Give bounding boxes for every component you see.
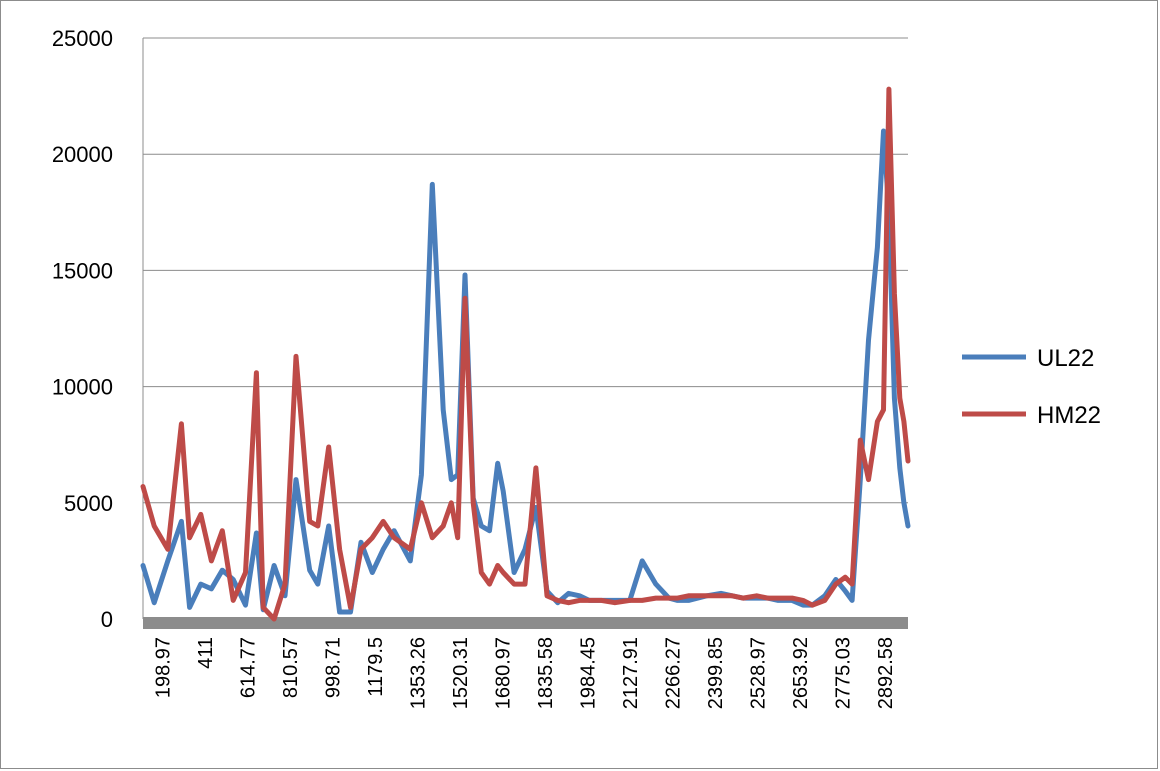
x-tick-label: 2775.03: [832, 637, 854, 709]
x-tick-label: 614.77: [237, 637, 259, 698]
y-tick-label: 20000: [52, 142, 113, 167]
x-tick-label: 1984.45: [577, 637, 599, 709]
x-tick-labels: 198.97 411 614.77 810.57 998.71 1179.5 1353.26…: [152, 637, 897, 709]
x-tick-label: 1520.31: [450, 637, 472, 709]
y-tick-labels: 0 5000 10000 15000 20000 25000: [52, 26, 113, 632]
x-tick-label: 2399.85: [705, 637, 727, 709]
y-tick-label: 5000: [64, 491, 113, 516]
legend-label-hm22: HM22: [1037, 402, 1101, 429]
x-tick-label: 2653.92: [790, 637, 812, 709]
y-tick-label: 25000: [52, 26, 113, 51]
y-tick-label: 0: [101, 607, 113, 632]
y-tick-label: 10000: [52, 375, 113, 400]
x-tick-label: 1680.97: [492, 637, 514, 709]
x-tick-label: 2266.27: [662, 637, 684, 709]
x-tick-label: 1353.26: [407, 637, 429, 709]
x-axis-band: [143, 617, 908, 629]
series-lines: [140, 86, 911, 622]
y-tick-label: 15000: [52, 258, 113, 283]
x-tick-label: 810.57: [280, 637, 302, 698]
legend: UL22 HM22: [962, 345, 1101, 429]
x-axis: [143, 617, 908, 629]
x-tick-label: 2127.91: [620, 637, 642, 709]
series-line-hm22: [140, 86, 911, 622]
legend-label-ul22: UL22: [1037, 345, 1094, 372]
x-tick-label: 2528.97: [747, 637, 769, 709]
grid-lines: [142, 37, 908, 619]
x-tick-label: 411: [195, 637, 217, 669]
series-line-ul22: [140, 128, 911, 615]
x-tick-label: 2892.58: [875, 637, 897, 709]
x-tick-label: 1179.5: [365, 637, 387, 697]
x-tick-label: 998.71: [322, 637, 344, 698]
x-tick-label: 198.97: [152, 637, 174, 698]
x-tick-label: 1835.58: [535, 637, 557, 709]
